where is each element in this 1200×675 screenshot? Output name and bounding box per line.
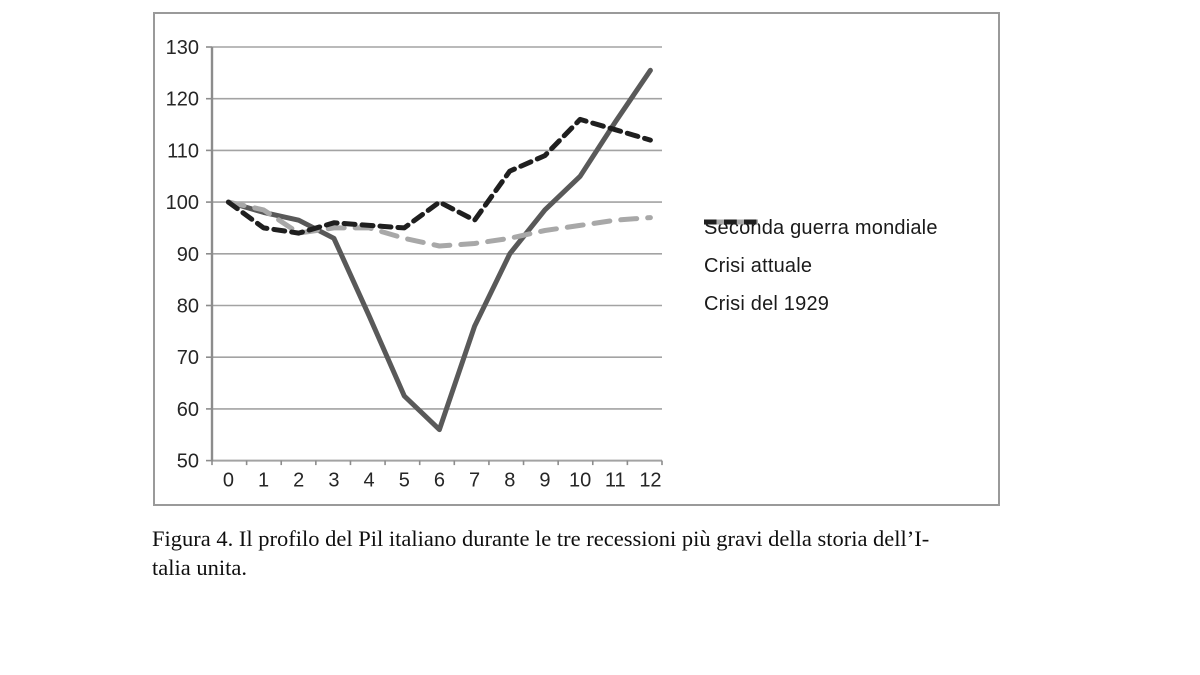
y-axis-tick-label: 90	[177, 244, 199, 266]
legend-item-crisi-del-1929: Crisi del 1929	[704, 219, 938, 316]
x-axis-tick-label: 8	[504, 470, 515, 492]
y-axis-tick-label: 110	[167, 140, 199, 162]
x-axis-tick-label: 0	[223, 470, 234, 492]
figure-caption: Figura 4. Il profilo del Pil italiano du…	[152, 524, 1057, 582]
y-axis-tick-label: 100	[166, 192, 199, 214]
y-axis-tick-label: 130	[166, 37, 199, 59]
x-axis-tick-label: 11	[605, 470, 626, 492]
x-axis-tick-label: 5	[399, 470, 410, 492]
y-axis-tick-label: 50	[177, 451, 199, 473]
chart-panel: 130 120 110 100 90 80 70 60 50 0 1 2 3 4 5 6 7 8 9 10 11 12 S…	[153, 12, 1000, 506]
y-axis-tick-label: 70	[177, 347, 199, 369]
x-axis-tick-label: 2	[293, 470, 304, 492]
black-dashed-line-legend-marker-icon	[704, 219, 758, 225]
x-axis-tick-label: 1	[258, 470, 269, 492]
legend-label: Crisi del 1929	[704, 293, 830, 315]
legend-item-crisi-attuale: Crisi attuale	[704, 219, 938, 278]
figure-caption-line1: Figura 4. Il profilo del Pil italiano du…	[152, 526, 930, 551]
figure-caption-line2: talia unita.	[152, 555, 247, 580]
x-axis-tick-label: 10	[569, 470, 591, 492]
x-axis-tick-label: 12	[639, 470, 661, 492]
x-axis-tick-label: 3	[328, 470, 339, 492]
x-axis-tick-label: 4	[364, 470, 375, 492]
y-axis-tick-label: 80	[177, 296, 199, 318]
series-line-0	[225, 67, 653, 433]
legend-label: Crisi attuale	[704, 255, 813, 277]
legend-label: Seconda guerra mondiale	[704, 217, 938, 239]
series-line-2	[225, 116, 653, 236]
y-axis-tick-label: 60	[177, 399, 199, 421]
x-axis-tick-label: 6	[434, 470, 445, 492]
x-axis-tick-label: 9	[539, 470, 550, 492]
y-axis-tick-label: 120	[166, 89, 199, 111]
chart-legend: Seconda guerra mondiale Crisi attuale Cr…	[704, 217, 938, 316]
x-axis-tick-label: 7	[469, 470, 480, 492]
series-line-1	[225, 199, 653, 249]
